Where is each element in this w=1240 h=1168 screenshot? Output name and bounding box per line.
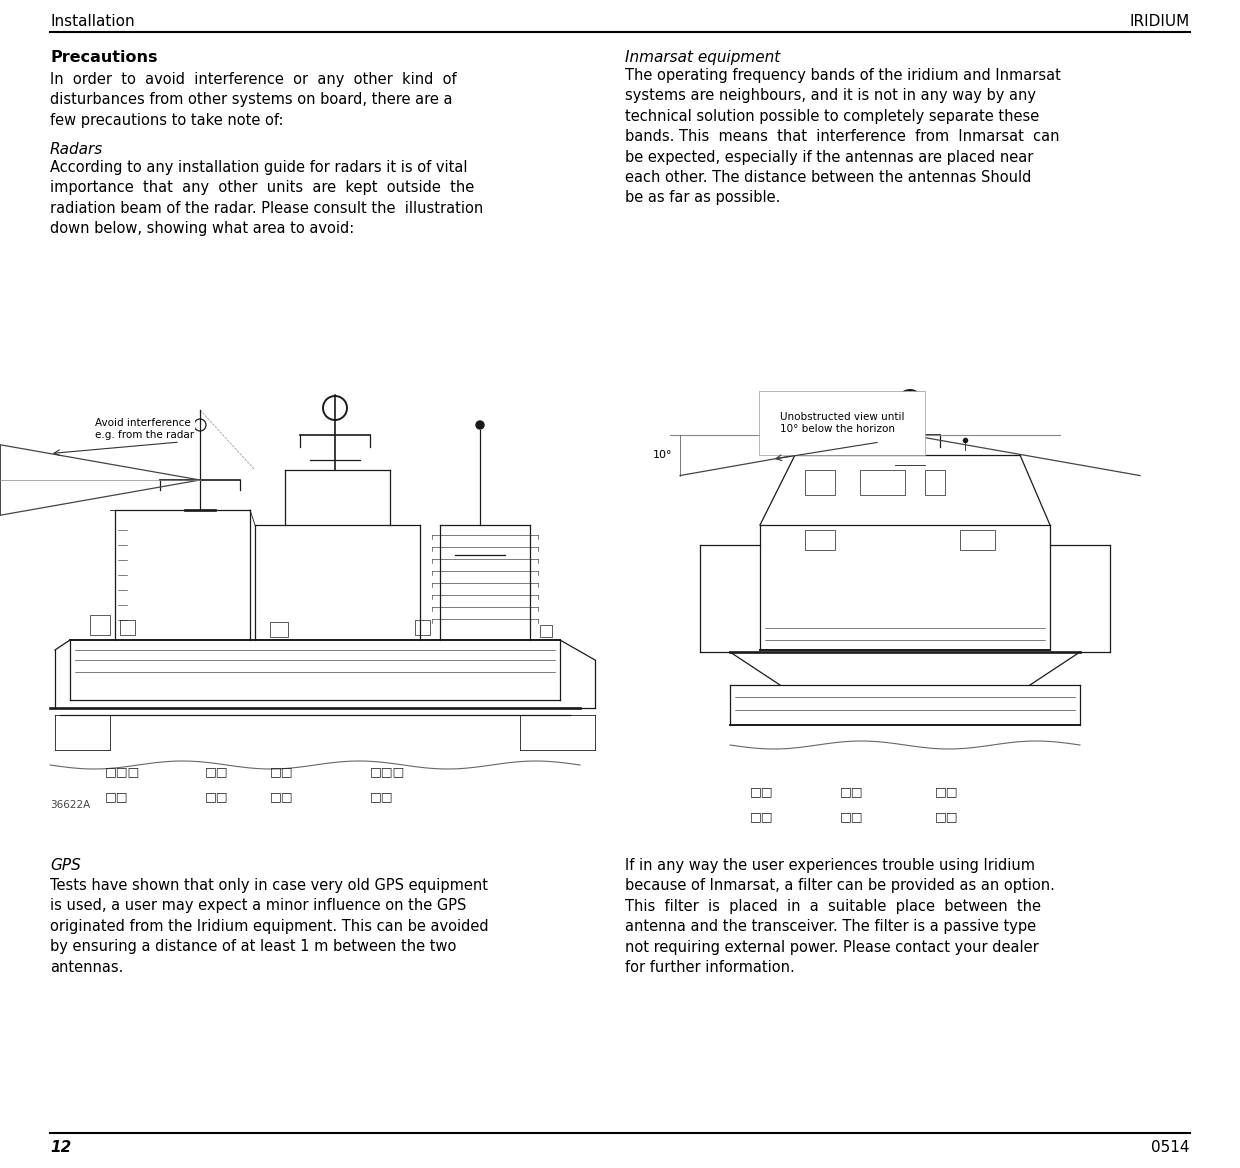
Bar bbox=[861, 470, 905, 495]
Text: IRIDIUM: IRIDIUM bbox=[1130, 14, 1190, 29]
Bar bbox=[120, 620, 135, 635]
Text: If in any way the user experiences trouble using Iridium
because of Inmarsat, a : If in any way the user experiences troub… bbox=[625, 858, 1055, 975]
Text: Installation: Installation bbox=[50, 14, 135, 29]
Bar bbox=[539, 625, 552, 637]
Bar bbox=[415, 620, 430, 635]
Text: □□: □□ bbox=[270, 790, 294, 804]
Text: □□: □□ bbox=[750, 785, 774, 798]
Text: Inmarsat equipment: Inmarsat equipment bbox=[625, 50, 780, 65]
Bar bbox=[805, 530, 835, 550]
Text: □□□: □□□ bbox=[370, 765, 405, 778]
Text: □□: □□ bbox=[935, 809, 959, 823]
Text: □□: □□ bbox=[205, 790, 228, 804]
Text: □□: □□ bbox=[105, 790, 129, 804]
Bar bbox=[805, 470, 835, 495]
Bar bbox=[270, 623, 288, 637]
Text: The operating frequency bands of the iridium and Inmarsat
systems are neighbours: The operating frequency bands of the iri… bbox=[625, 68, 1061, 206]
Text: GPS: GPS bbox=[50, 858, 81, 872]
Text: □□: □□ bbox=[270, 765, 294, 778]
Text: Precautions: Precautions bbox=[50, 50, 157, 65]
Text: □□: □□ bbox=[935, 785, 959, 798]
Text: According to any installation guide for radars it is of vital
importance  that  : According to any installation guide for … bbox=[50, 160, 484, 236]
Text: Tests have shown that only in case very old GPS equipment
is used, a user may ex: Tests have shown that only in case very … bbox=[50, 878, 489, 974]
Text: □□: □□ bbox=[839, 785, 863, 798]
Text: Radars: Radars bbox=[50, 142, 103, 157]
Text: 10°: 10° bbox=[652, 451, 672, 460]
Text: □□□: □□□ bbox=[105, 765, 140, 778]
Text: 0514: 0514 bbox=[1152, 1140, 1190, 1155]
Text: In  order  to  avoid  interference  or  any  other  kind  of
disturbances from o: In order to avoid interference or any ot… bbox=[50, 72, 456, 127]
Bar bbox=[960, 530, 994, 550]
Text: □□: □□ bbox=[205, 765, 228, 778]
Text: □□: □□ bbox=[370, 790, 393, 804]
Circle shape bbox=[476, 420, 484, 429]
Text: □□: □□ bbox=[750, 809, 774, 823]
Text: Unobstructed view until
10° below the horizon: Unobstructed view until 10° below the ho… bbox=[780, 412, 904, 434]
Bar bbox=[91, 616, 110, 635]
Text: 36622A: 36622A bbox=[50, 800, 91, 809]
Text: 12: 12 bbox=[50, 1140, 71, 1155]
Text: Avoid interference
e.g. from the radar: Avoid interference e.g. from the radar bbox=[95, 418, 195, 440]
Bar bbox=[925, 470, 945, 495]
Text: □□: □□ bbox=[839, 809, 863, 823]
